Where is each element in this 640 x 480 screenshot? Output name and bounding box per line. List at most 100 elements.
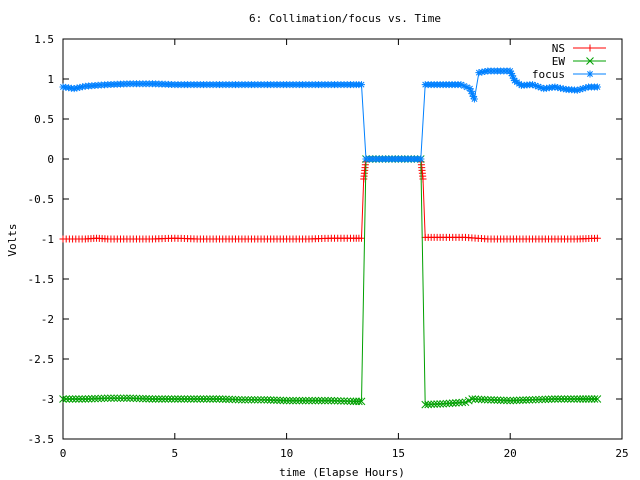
data-point	[570, 395, 578, 403]
data-point	[71, 395, 80, 403]
data-point	[78, 395, 87, 403]
data-point	[183, 395, 192, 403]
data-point	[483, 395, 492, 404]
data-point	[480, 395, 489, 404]
data-point	[170, 395, 179, 403]
data-point	[266, 396, 275, 404]
data-point	[560, 395, 569, 403]
data-point	[559, 85, 567, 93]
data-point	[73, 84, 81, 92]
data-point	[202, 395, 211, 403]
data-point	[531, 395, 540, 404]
data-point	[116, 394, 125, 403]
data-point	[62, 395, 71, 403]
y-axis-label: Volts	[6, 223, 19, 256]
data-point	[113, 394, 122, 403]
data-point	[535, 395, 543, 404]
data-point	[126, 394, 134, 403]
data-point	[508, 72, 516, 80]
data-point	[433, 400, 442, 408]
data-point	[132, 394, 141, 403]
data-point	[295, 396, 304, 405]
data-point	[103, 394, 112, 403]
data-point	[512, 396, 521, 405]
data-point	[436, 400, 444, 408]
data-point	[107, 394, 115, 403]
data-point	[442, 399, 451, 408]
data-point	[231, 395, 240, 404]
data-point	[81, 395, 90, 403]
data-point	[541, 395, 550, 404]
data-point	[228, 395, 237, 404]
data-point	[460, 82, 468, 90]
data-point	[478, 68, 486, 76]
data-point	[503, 396, 511, 405]
data-point	[177, 395, 186, 403]
data-point	[515, 396, 524, 405]
data-point	[279, 396, 288, 405]
data-point	[455, 398, 463, 407]
data-point	[531, 82, 539, 90]
data-point	[582, 395, 590, 403]
data-point	[215, 395, 224, 403]
y-tick-label: -3.5	[28, 433, 55, 446]
series-line-EW	[63, 158, 598, 406]
data-point	[590, 395, 599, 403]
y-tick-label: -3	[41, 393, 54, 406]
data-point	[554, 395, 562, 403]
data-point	[321, 396, 329, 405]
data-point	[481, 68, 489, 76]
data-point	[355, 397, 363, 406]
data-point	[68, 395, 77, 403]
data-point	[557, 84, 565, 92]
data-point	[70, 85, 78, 93]
data-point	[477, 395, 486, 404]
data-point	[547, 395, 556, 403]
data-point	[186, 395, 195, 403]
data-point	[154, 395, 163, 403]
data-point	[471, 395, 480, 404]
data-point	[292, 396, 301, 405]
data-point	[298, 396, 307, 405]
data-point	[424, 400, 433, 409]
data-point	[506, 396, 515, 405]
data-point	[499, 396, 508, 405]
y-tick-label: 1.5	[34, 33, 54, 46]
data-point	[218, 395, 227, 403]
data-point	[529, 81, 537, 89]
data-point	[260, 395, 269, 404]
data-point	[180, 395, 189, 403]
data-point	[193, 395, 202, 403]
data-point	[448, 399, 457, 407]
data-point	[427, 400, 436, 409]
data-point	[142, 394, 150, 403]
data-point	[75, 395, 83, 403]
series-NS	[59, 155, 601, 243]
data-point	[250, 395, 259, 404]
data-point	[289, 396, 297, 405]
data-point	[285, 396, 294, 405]
data-point	[148, 395, 157, 403]
legend-marker	[586, 44, 594, 52]
data-point	[582, 84, 590, 92]
data-point	[241, 395, 249, 404]
data-point	[263, 396, 272, 404]
data-point	[487, 396, 495, 404]
data-point	[333, 396, 342, 405]
data-point	[563, 395, 572, 403]
data-point	[84, 395, 93, 403]
data-point	[466, 85, 474, 93]
data-point	[557, 395, 566, 403]
x-tick-label: 0	[60, 447, 67, 460]
data-point	[311, 396, 320, 405]
y-tick-label: -1	[41, 233, 54, 246]
y-tick-label: -1.5	[28, 273, 55, 286]
data-point	[538, 395, 546, 404]
data-point	[247, 395, 256, 404]
data-point	[257, 395, 265, 404]
data-point	[496, 396, 505, 405]
x-tick-label: 15	[392, 447, 405, 460]
data-point	[65, 395, 74, 403]
data-point	[452, 399, 460, 407]
